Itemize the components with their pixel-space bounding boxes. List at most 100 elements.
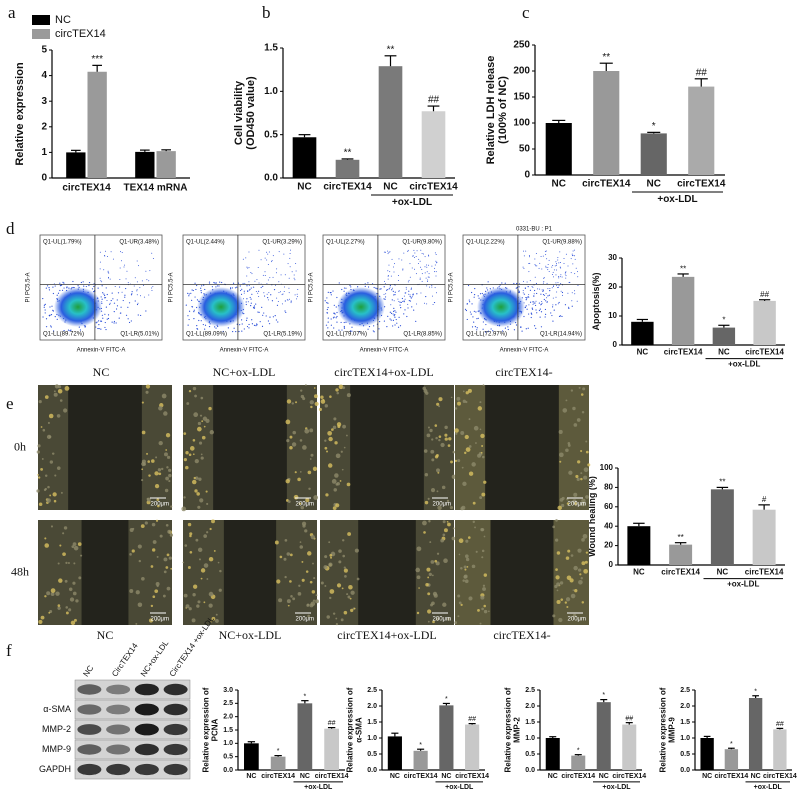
cell (50, 588, 56, 593)
event-dot (536, 312, 538, 314)
blot-strip (74, 679, 191, 700)
event-dot (286, 299, 288, 301)
event-dot (388, 288, 390, 290)
cell (323, 565, 328, 570)
event-dot (431, 295, 433, 297)
cell (289, 553, 293, 557)
event-dot (473, 321, 475, 323)
cell (166, 455, 171, 459)
event-dot (95, 322, 97, 324)
event-dot (414, 252, 416, 254)
bar (627, 526, 651, 565)
event-dot (572, 250, 574, 252)
event-dot (242, 282, 244, 284)
cell (170, 505, 173, 508)
event-dot (557, 257, 559, 259)
event-dot (274, 314, 276, 317)
event-dot (282, 293, 284, 295)
cell (446, 520, 449, 523)
cell-layer (558, 385, 589, 510)
cell (451, 474, 457, 480)
event-dot (48, 287, 50, 289)
event-dot (59, 282, 61, 284)
event-dot (196, 325, 198, 327)
cell (428, 520, 431, 523)
flow-y-label: PI PC5.5-A (309, 272, 315, 302)
cell (44, 395, 49, 399)
event-dot (267, 297, 269, 299)
cell (292, 430, 297, 435)
event-dot (248, 327, 250, 329)
cell (36, 489, 40, 493)
event-dot (532, 286, 534, 288)
event-dot (467, 284, 470, 287)
cell (332, 612, 336, 615)
cell (146, 497, 151, 502)
event-dot (378, 320, 381, 323)
cell (57, 562, 60, 565)
cell (577, 460, 581, 464)
x-tick-label: NC (552, 179, 566, 190)
event-dot (527, 296, 529, 298)
cell (477, 453, 482, 458)
cell (332, 425, 337, 430)
y-tick-label: 1.0 (223, 740, 233, 747)
event-dot (124, 264, 126, 266)
cell (335, 617, 338, 620)
event-dot (269, 316, 271, 318)
event-dot (393, 315, 395, 317)
cell (285, 478, 290, 484)
event-dot (479, 293, 482, 295)
cell (335, 388, 339, 392)
bar (465, 724, 480, 770)
event-dot (376, 288, 378, 290)
cell (479, 496, 483, 500)
cell (161, 393, 167, 399)
cell (298, 584, 301, 587)
event-dot (523, 255, 525, 257)
event-dot (531, 308, 534, 310)
cell (196, 426, 202, 432)
cell (581, 561, 586, 566)
x-tick-label: circTEX14 (261, 773, 295, 780)
event-dot (428, 273, 430, 275)
event-dot (99, 261, 101, 263)
event-dot (564, 304, 567, 306)
event-dot (88, 281, 91, 284)
event-dot (113, 322, 115, 324)
cell (56, 414, 61, 418)
x-tick-label: circTEX14 (315, 773, 349, 780)
event-dot (127, 282, 129, 284)
event-dot (551, 273, 553, 275)
cell (324, 404, 328, 408)
event-dot (402, 300, 404, 302)
cell (559, 581, 564, 585)
cell (41, 458, 44, 460)
event-dot (507, 328, 509, 331)
event-dot (573, 249, 575, 251)
event-dot (522, 266, 524, 268)
event-dot (434, 271, 436, 273)
scale-label: 200μm (151, 502, 169, 508)
event-dot (277, 321, 279, 323)
cell (349, 597, 352, 600)
event-dot (426, 264, 428, 266)
event-dot (416, 303, 418, 305)
cell (574, 588, 578, 593)
event-dot (434, 264, 436, 266)
cell (189, 550, 193, 554)
bar (244, 743, 259, 770)
event-dot (395, 318, 397, 321)
cell (328, 436, 333, 442)
event-dot (551, 266, 553, 268)
event-dot (276, 268, 278, 270)
bar (387, 736, 402, 770)
cell (274, 540, 279, 545)
cell (307, 551, 312, 556)
cell (483, 609, 488, 614)
event-dot (367, 328, 369, 330)
event-dot (288, 287, 290, 289)
cell (430, 449, 435, 454)
event-dot (262, 285, 264, 287)
cell (305, 384, 307, 386)
